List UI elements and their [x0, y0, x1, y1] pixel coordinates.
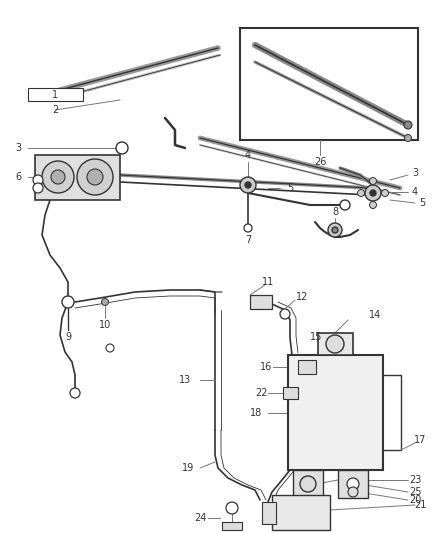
Text: 6: 6 — [15, 172, 21, 182]
Circle shape — [70, 388, 80, 398]
Text: 22: 22 — [255, 388, 267, 398]
Circle shape — [381, 190, 389, 197]
Circle shape — [240, 177, 256, 193]
Circle shape — [332, 227, 338, 233]
Circle shape — [404, 121, 412, 129]
Bar — [298, 360, 316, 374]
Circle shape — [87, 169, 103, 185]
Text: 1: 1 — [52, 90, 58, 100]
Circle shape — [77, 159, 113, 195]
Text: 5: 5 — [287, 183, 293, 193]
Text: 5: 5 — [419, 198, 425, 208]
Circle shape — [280, 309, 290, 319]
Text: 12: 12 — [296, 292, 308, 302]
Circle shape — [326, 335, 344, 353]
Bar — [272, 495, 330, 530]
Circle shape — [357, 190, 364, 197]
Bar — [338, 470, 368, 498]
Text: 10: 10 — [99, 320, 111, 330]
Circle shape — [33, 175, 43, 185]
Bar — [318, 333, 353, 355]
Text: 2: 2 — [52, 105, 58, 115]
Circle shape — [51, 170, 65, 184]
Circle shape — [106, 344, 114, 352]
Bar — [240, 28, 418, 140]
Circle shape — [244, 224, 252, 232]
Bar — [250, 295, 272, 309]
Circle shape — [405, 134, 411, 141]
Text: 14: 14 — [369, 310, 381, 320]
Circle shape — [42, 161, 74, 193]
Text: 9: 9 — [65, 332, 71, 342]
Bar — [283, 387, 298, 399]
Bar — [28, 88, 83, 101]
Text: 26: 26 — [314, 157, 326, 167]
Text: 11: 11 — [262, 277, 274, 287]
Text: 19: 19 — [182, 463, 194, 473]
Bar — [35, 155, 120, 200]
Text: 17: 17 — [414, 435, 426, 445]
Text: 20: 20 — [409, 495, 421, 505]
Circle shape — [33, 183, 43, 193]
Circle shape — [348, 487, 358, 497]
Text: 24: 24 — [194, 513, 206, 523]
Circle shape — [365, 185, 381, 201]
Text: 3: 3 — [15, 143, 21, 153]
Text: 8: 8 — [332, 207, 338, 217]
Text: 4: 4 — [412, 187, 418, 197]
Text: 25: 25 — [409, 487, 421, 497]
Text: 4: 4 — [245, 150, 251, 160]
Text: 7: 7 — [245, 235, 251, 245]
Bar — [288, 355, 383, 470]
Text: 18: 18 — [250, 408, 262, 418]
Circle shape — [245, 182, 251, 188]
Text: 15: 15 — [310, 332, 322, 342]
Circle shape — [370, 201, 377, 208]
Bar — [293, 470, 323, 498]
Circle shape — [62, 296, 74, 308]
Circle shape — [226, 502, 238, 514]
Text: 23: 23 — [409, 475, 421, 485]
Text: 3: 3 — [412, 168, 418, 178]
Text: 13: 13 — [179, 375, 191, 385]
Bar — [222, 522, 242, 530]
Circle shape — [370, 190, 376, 196]
Circle shape — [300, 476, 316, 492]
Circle shape — [116, 142, 128, 154]
Circle shape — [340, 200, 350, 210]
Text: 16: 16 — [260, 362, 272, 372]
Text: 21: 21 — [414, 500, 426, 510]
Circle shape — [102, 298, 109, 305]
Circle shape — [370, 177, 377, 184]
Circle shape — [347, 478, 359, 490]
Bar — [262, 502, 276, 524]
Circle shape — [328, 223, 342, 237]
